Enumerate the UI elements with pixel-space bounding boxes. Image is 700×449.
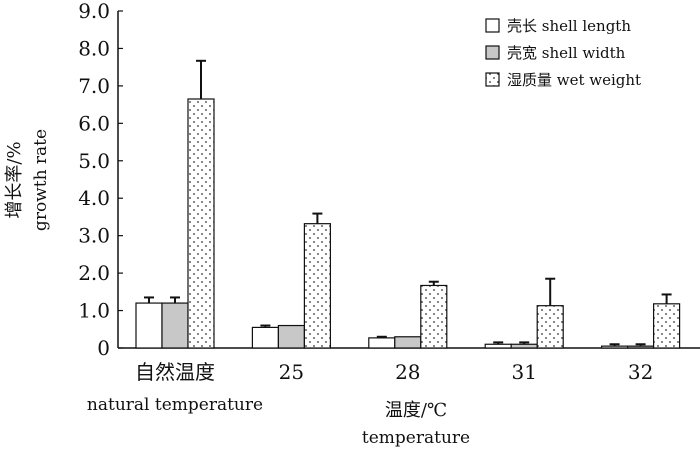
legend: 壳长 shell length 壳宽 shell width 湿质量 wet wei… xyxy=(485,17,641,89)
bars xyxy=(135,59,681,349)
legend-swatch xyxy=(485,18,500,33)
bar xyxy=(187,98,215,349)
y-tick-label: 4.0 xyxy=(78,186,110,210)
bar xyxy=(251,326,279,349)
x-category-label: 31 xyxy=(511,360,536,384)
legend-label: 湿质量 wet weight xyxy=(507,71,641,89)
bar xyxy=(277,324,305,349)
bar xyxy=(626,345,655,349)
x-category-sublabel: natural temperature xyxy=(87,395,263,415)
bar xyxy=(161,302,189,349)
y-tick-label: 6.0 xyxy=(78,111,110,135)
y-tick-label: 7.0 xyxy=(78,74,110,98)
legend-swatch xyxy=(485,45,500,60)
x-axis-title: 温度/℃ xyxy=(385,400,447,421)
x-category-label: 自然温度 xyxy=(135,360,215,384)
y-axis-title-en: growth rate xyxy=(31,129,51,231)
bar xyxy=(484,343,512,349)
bar xyxy=(394,336,422,349)
y-tick-labels: 0 1.0 2.0 3.0 4.0 5.0 6.0 7.0 8.0 9.0 xyxy=(78,0,123,360)
legend-label: 壳宽 shell width xyxy=(507,44,626,62)
y-tick-label: 2.0 xyxy=(78,261,110,285)
bar xyxy=(536,305,564,349)
y-tick-label: 8.0 xyxy=(78,36,110,60)
bar xyxy=(303,223,331,349)
x-category-label: 25 xyxy=(279,360,304,384)
y-tick-label: 1.0 xyxy=(78,299,110,323)
legend-label: 壳长 shell length xyxy=(507,17,631,35)
bar xyxy=(652,303,681,349)
y-tick-label: 5.0 xyxy=(78,149,110,173)
legend-swatch xyxy=(485,72,500,87)
bar xyxy=(135,302,163,349)
x-axis-title-en: temperature xyxy=(362,428,470,448)
bar xyxy=(420,284,448,349)
y-tick-label: 3.0 xyxy=(78,224,110,248)
bar xyxy=(368,337,396,349)
x-category-label: 28 xyxy=(395,360,420,384)
y-tick-label: 9.0 xyxy=(78,0,110,23)
x-category-labels: 自然温度 natural temperature 25 28 31 32 xyxy=(87,360,653,415)
y-tick-label: 0 xyxy=(97,336,110,360)
bar xyxy=(600,345,629,349)
bar xyxy=(510,343,538,349)
x-category-label: 32 xyxy=(628,360,653,384)
y-axis-title: 增长率/% xyxy=(4,141,25,218)
